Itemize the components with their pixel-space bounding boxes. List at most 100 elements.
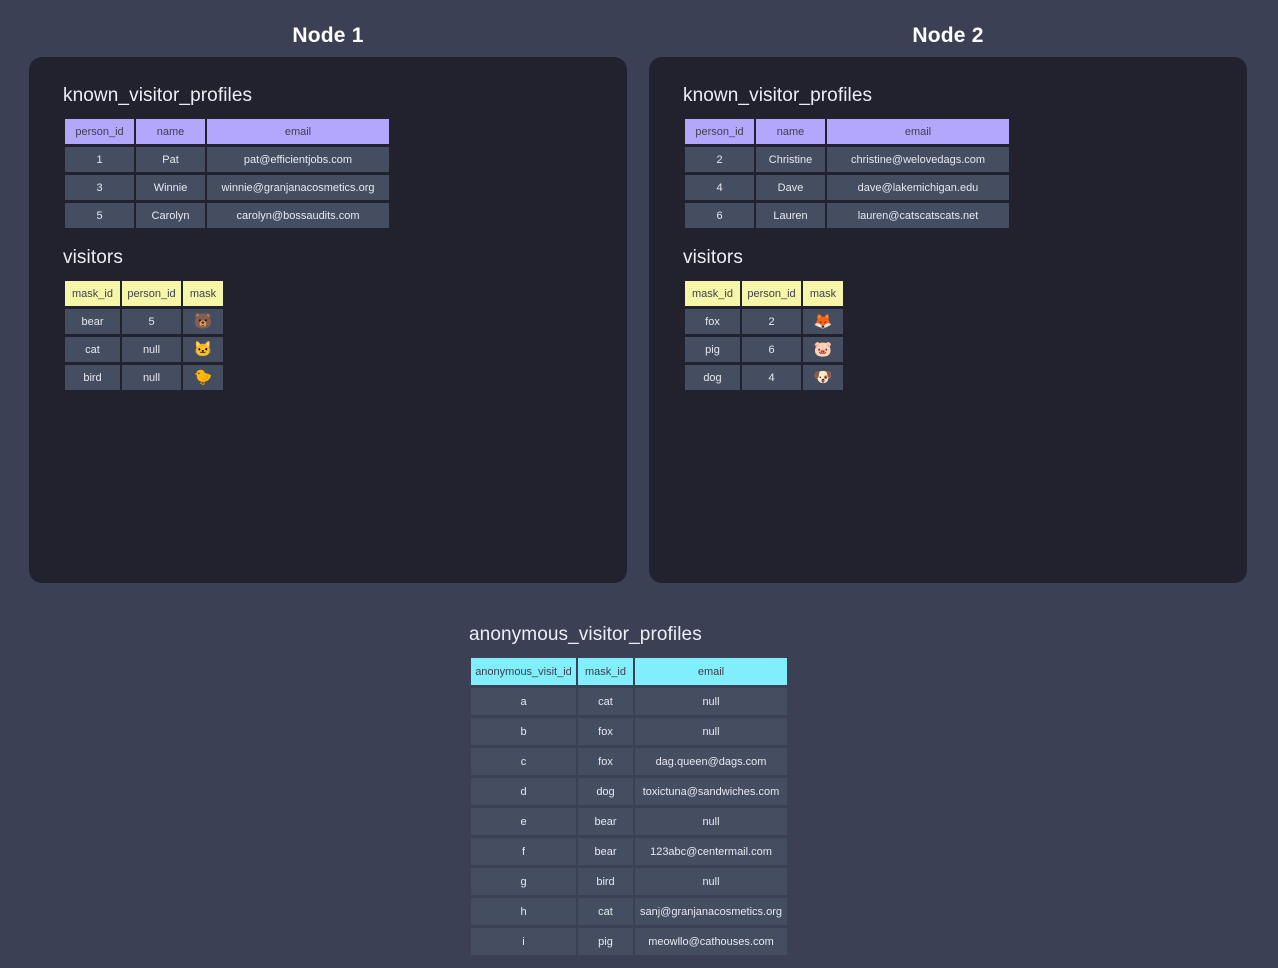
cell-person-id: 4 [742,365,801,390]
cell-anonymous-visit-id: c [471,748,576,775]
cell-anonymous-visit-id: b [471,718,576,745]
cell-mask-id: dog [685,365,740,390]
cell-mask-id: fox [578,748,633,775]
table-row: cat null 🐱 [65,337,223,362]
cell-email: meowllo@cathouses.com [635,928,787,955]
cell-mask-id: bird [578,868,633,895]
cell-anonymous-visit-id: d [471,778,576,805]
node-2-known-visitor-profiles-table: person_id name email 2 Christine christi… [683,116,1011,231]
cell-email: winnie@granjanacosmetics.org [207,175,389,200]
node-2-visitors-title: visitors [683,247,743,268]
cell-mask-id: pig [685,337,740,362]
table-header-row: mask_id person_id mask [65,281,223,306]
table-header-row: person_id name email [65,119,389,144]
cell-person-id: null [122,365,181,390]
node-2-visitors-table: mask_id person_id mask fox 2 🦊 pig 6 🐷 [683,278,845,393]
anonymous-visitor-profiles-table: anonymous_visit_id mask_id email a cat n… [469,655,789,958]
column-header-email: email [827,119,1009,144]
cell-person-id: 4 [685,175,754,200]
column-header-mask: mask [803,281,843,306]
cell-mask-id: cat [65,337,120,362]
table-header-row: anonymous_visit_id mask_id email [471,658,787,685]
cell-email: null [635,718,787,745]
node-1-panel: known_visitor_profiles person_id name em… [29,57,627,583]
table-row: 4 Dave dave@lakemichigan.edu [685,175,1009,200]
table-row: fox 2 🦊 [685,309,843,334]
cell-email: lauren@catscatscats.net [827,203,1009,228]
cell-email: null [635,868,787,895]
cell-mask-id: bird [65,365,120,390]
cell-mask-id: fox [685,309,740,334]
node-2-panel: known_visitor_profiles person_id name em… [649,57,1247,583]
spacer [683,231,1247,247]
node-1-title: Node 1 [292,24,364,47]
fox-icon: 🦊 [803,309,843,334]
dog-icon: 🐶 [803,365,843,390]
column-header-name: name [136,119,205,144]
cell-mask-id: bear [65,309,120,334]
cell-name: Carolyn [136,203,205,228]
table-row: 1 Pat pat@efficientjobs.com [65,147,389,172]
table-row: g bird null [471,868,787,895]
cell-anonymous-visit-id: h [471,898,576,925]
cell-person-id: 1 [65,147,134,172]
column-header-email: email [207,119,389,144]
column-header-person-id: person_id [65,119,134,144]
column-header-name: name [756,119,825,144]
column-header-person-id: person_id [742,281,801,306]
table-row: bear 5 🐻 [65,309,223,334]
anonymous-visitor-profiles-block: anonymous_visitor_profiles anonymous_vis… [469,624,789,958]
table-header-row: person_id name email [685,119,1009,144]
node-2-title: Node 2 [912,24,984,47]
cell-email: christine@welovedags.com [827,147,1009,172]
cell-mask-id: bear [578,838,633,865]
table-row: 5 Carolyn carolyn@bossaudits.com [65,203,389,228]
column-header-anonymous-visit-id: anonymous_visit_id [471,658,576,685]
table-row: d dog toxictuna@sandwiches.com [471,778,787,805]
column-header-person-id: person_id [685,119,754,144]
cell-anonymous-visit-id: i [471,928,576,955]
cell-person-id: null [122,337,181,362]
column-header-mask-id: mask_id [578,658,633,685]
node-1-visitors-table: mask_id person_id mask bear 5 🐻 cat null… [63,278,225,393]
cell-email: sanj@granjanacosmetics.org [635,898,787,925]
cell-email: null [635,808,787,835]
node-1-known-visitor-profiles-table: person_id name email 1 Pat pat@efficient… [63,116,391,231]
cell-person-id: 6 [742,337,801,362]
cell-person-id: 6 [685,203,754,228]
table-row: e bear null [471,808,787,835]
cell-name: Dave [756,175,825,200]
spacer [63,231,627,247]
cell-name: Lauren [756,203,825,228]
cat-icon: 🐱 [183,337,223,362]
table-row: 3 Winnie winnie@granjanacosmetics.org [65,175,389,200]
cell-email: carolyn@bossaudits.com [207,203,389,228]
table-row: c fox dag.queen@dags.com [471,748,787,775]
cell-name: Pat [136,147,205,172]
cell-email: toxictuna@sandwiches.com [635,778,787,805]
table-row: f bear 123abc@centermail.com [471,838,787,865]
node-1-known-visitor-profiles-title: known_visitor_profiles [63,85,253,106]
cell-name: Winnie [136,175,205,200]
node-1-visitors-title: visitors [63,247,123,268]
cell-person-id: 5 [65,203,134,228]
table-row: i pig meowllo@cathouses.com [471,928,787,955]
pig-icon: 🐷 [803,337,843,362]
cell-mask-id: dog [578,778,633,805]
cell-anonymous-visit-id: a [471,688,576,715]
table-header-row: mask_id person_id mask [685,281,843,306]
cell-email: null [635,688,787,715]
table-row: b fox null [471,718,787,745]
cell-anonymous-visit-id: f [471,838,576,865]
cell-mask-id: cat [578,898,633,925]
column-header-mask-id: mask_id [685,281,740,306]
bird-icon: 🐤 [183,365,223,390]
cell-person-id: 2 [742,309,801,334]
cell-anonymous-visit-id: g [471,868,576,895]
table-row: pig 6 🐷 [685,337,843,362]
cell-email: pat@efficientjobs.com [207,147,389,172]
column-header-mask: mask [183,281,223,306]
cell-email: dave@lakemichigan.edu [827,175,1009,200]
table-row: a cat null [471,688,787,715]
